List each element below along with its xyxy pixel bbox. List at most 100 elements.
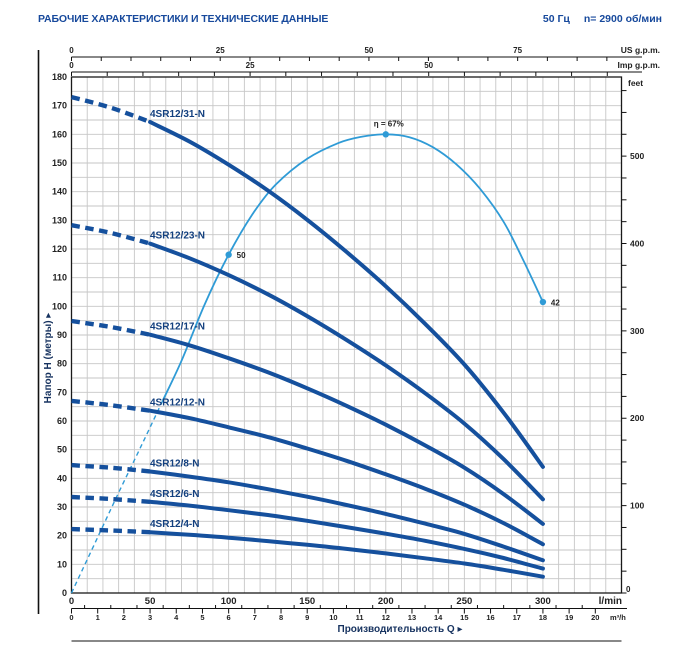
m3h-tick-label: 9: [305, 613, 309, 622]
lpm-tick-label: 100: [221, 596, 237, 607]
efficiency-marker: [382, 131, 389, 138]
meters-tick-label: 130: [52, 215, 67, 225]
frequency-label: 50 Гц: [542, 13, 570, 25]
meters-tick-label: 80: [57, 359, 67, 369]
meters-tick-label: 60: [57, 416, 67, 426]
m3h-tick-label: 4: [174, 613, 179, 622]
meters-tick-label: 110: [52, 273, 67, 283]
efficiency-curve: 50 η = 67% 42: [70, 119, 560, 594]
pump-curve-dashed-4SR12/4-N: [71, 526, 151, 535]
feet-unit-label: feet: [628, 78, 643, 88]
efficiency-marker-label: η = 67%: [374, 119, 404, 128]
feet-tick-label: 300: [630, 326, 644, 336]
x-axis-title: Производительность Q ▸: [338, 624, 463, 635]
lpm-tick-label: 300: [535, 596, 551, 607]
meters-tick-label: 40: [57, 473, 67, 483]
meters-tick-label: 140: [52, 187, 67, 197]
meters-tick-label: 120: [52, 244, 67, 254]
lpm-tick-label: 50: [145, 596, 156, 607]
speed-label: n= 2900 об/мин: [583, 13, 662, 25]
m3h-tick-label: 5: [200, 613, 204, 622]
m3h-tick-label: 7: [253, 613, 257, 622]
pump-curve-4SR12/6-N: [148, 499, 545, 571]
meters-tick-label: 30: [57, 502, 67, 512]
axis-us-gpm-tick-label: 50: [364, 46, 373, 55]
m3h-unit-label: m³/h: [610, 613, 626, 622]
lpm-tick-label: 0: [69, 596, 74, 607]
axis-us-gpm-tick-label: 0: [69, 46, 74, 55]
axis-imp-gpm-tick-label: 0: [69, 61, 74, 70]
m3h-tick-label: 0: [69, 613, 73, 622]
header-specs: 50 Гц n= 2900 об/мин: [529, 13, 662, 25]
m3h-tick-label: 20: [591, 613, 599, 622]
pump-curve-label-4SR12/23-N: 4SR12/23-N: [150, 231, 205, 242]
pump-curve-label-4SR12/6-N: 4SR12/6-N: [150, 489, 199, 500]
meters-tick-label: 170: [52, 101, 67, 111]
lpm-unit-label: l/min: [599, 596, 622, 607]
m3h-tick-label: 16: [486, 613, 494, 622]
m3h-tick-label: 3: [148, 613, 152, 622]
axis-imp-gpm-unit-label: Imp g.p.m.: [618, 60, 661, 70]
m3h-tick-label: 8: [279, 613, 283, 622]
axis-us-gpm-tick-label: 25: [216, 46, 225, 55]
lpm-tick-label: 150: [299, 596, 315, 607]
axis-imp-gpm-tick-label: 50: [424, 61, 433, 70]
m3h-tick-label: 19: [565, 613, 573, 622]
m3h-tick-label: 12: [382, 613, 390, 622]
pump-curve-label-4SR12/31-N: 4SR12/31-N: [150, 109, 205, 120]
m3h-tick-label: 13: [408, 613, 416, 622]
meters-tick-label: 100: [52, 301, 67, 311]
feet-tick-label: 400: [630, 238, 644, 248]
efficiency-marker: [225, 251, 232, 258]
m3h-tick-label: 11: [356, 613, 364, 622]
efficiency-marker: [539, 298, 547, 306]
efficiency-marker-label: 50: [237, 251, 246, 260]
m3h-tick-label: 6: [227, 613, 231, 622]
pump-curve-4SR12/12-N: [148, 408, 545, 547]
page-title: РАБОЧИЕ ХАРАКТЕРИСТИКИ И ТЕХНИЧЕСКИЕ ДАН…: [38, 13, 329, 25]
efficiency-marker-label: 42: [551, 299, 560, 308]
axis-lpm: 0 50 100 150 200 250 300 l/min: [69, 596, 622, 607]
pump-curve-dashed-4SR12/17-N: [71, 318, 151, 337]
pump-curve-dashed-4SR12/8-N: [71, 462, 151, 474]
axis-feet: 100 200 300 400 500 feet 0: [621, 78, 644, 594]
pump-curve-4SR12/31-N: [148, 120, 545, 469]
axis-us-gpm: 0 25 50 75 US g.p.m.: [69, 45, 660, 61]
axis-head-meters: 0 10 20 30 40 50 60 70 80 90 100 110 120 130 140 150 160…: [43, 72, 67, 598]
meters-tick-label: 160: [52, 129, 67, 139]
feet-zero-label: 0: [626, 585, 631, 594]
pump-curve-4SR12/4-N: [148, 530, 545, 579]
axis-us-gpm-tick-label: 75: [513, 46, 522, 55]
meters-tick-label: 90: [57, 330, 67, 340]
meters-tick-label: 70: [57, 387, 67, 397]
m3h-tick-label: 18: [539, 613, 547, 622]
pump-curve-4SR12/8-N: [148, 469, 545, 563]
efficiency-curve-solid: [161, 133, 544, 402]
axis-us-gpm-unit-label: US g.p.m.: [621, 45, 660, 55]
meters-tick-label: 20: [57, 531, 67, 541]
pump-curve-label-4SR12/17-N: 4SR12/17-N: [150, 322, 205, 333]
pump-curves: 4SR12/31-N 4SR12/23-N 4SR12/17-N 4SR12/12-N…: [70, 94, 545, 579]
pump-curve-label-4SR12/8-N: 4SR12/8-N: [150, 458, 199, 469]
feet-tick-label: 100: [630, 501, 644, 511]
m3h-tick-label: 17: [513, 613, 521, 622]
pump-curve-dashed-4SR12/31-N: [70, 94, 151, 125]
y-axis-title: Напор H (метры) ▸: [43, 313, 54, 404]
feet-tick-label: 500: [630, 151, 644, 161]
meters-tick-label: 0: [62, 588, 67, 598]
meters-tick-label: 150: [52, 158, 67, 168]
pump-curve-label-4SR12/4-N: 4SR12/4-N: [150, 519, 199, 530]
axis-m3h: 0 1 2 3 4 5 6 7 8 9 10 11 12 13 14 15 16 17 18 19 20 m³/h: [69, 605, 627, 622]
m3h-tick-label: 15: [460, 613, 468, 622]
lpm-tick-label: 200: [378, 596, 394, 607]
axis-imp-gpm: 0 25 50 Imp g.p.m.: [69, 60, 660, 76]
meters-tick-label: 10: [57, 559, 67, 569]
meters-tick-label: 50: [57, 445, 67, 455]
lpm-tick-label: 250: [456, 596, 472, 607]
plot-border: [70, 76, 623, 594]
m3h-tick-label: 2: [122, 613, 126, 622]
feet-tick-label: 200: [630, 413, 644, 423]
pump-curve-4SR12/17-N: [148, 332, 545, 526]
